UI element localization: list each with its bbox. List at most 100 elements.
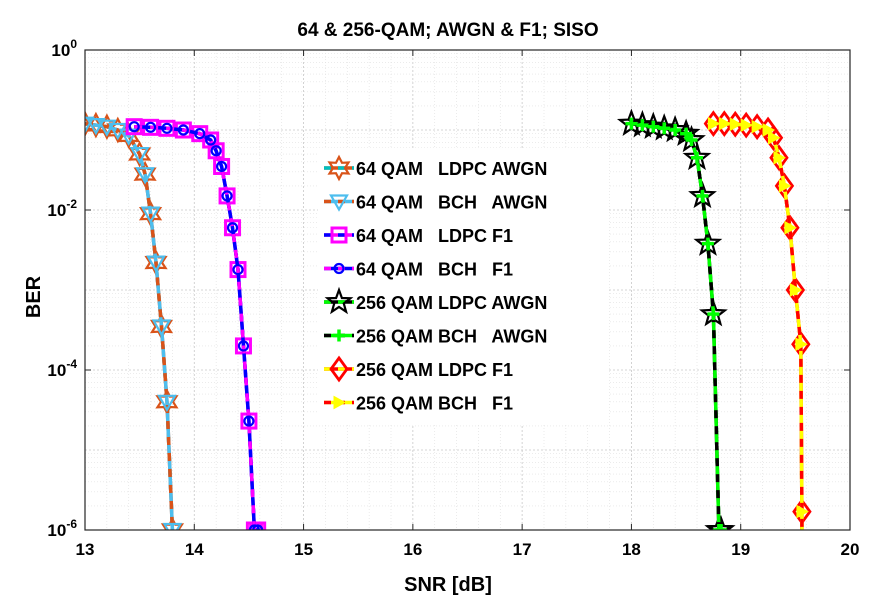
data-point — [691, 151, 703, 164]
data-point — [226, 222, 239, 234]
data-point — [685, 133, 698, 146]
data-point — [796, 504, 809, 519]
legend-item: 64 QAM BCH F1 — [324, 260, 513, 280]
data-point — [146, 255, 166, 273]
data-point — [330, 226, 348, 244]
data-point — [205, 134, 217, 146]
data-point — [202, 131, 220, 149]
series-line-dash — [85, 121, 175, 530]
data-point — [221, 190, 233, 202]
data-point — [129, 146, 150, 165]
data-point — [207, 142, 225, 160]
data-point — [128, 140, 152, 168]
legend-label: 256 QAM BCH F1 — [356, 394, 513, 414]
plot-frame — [84, 49, 851, 531]
data-point — [712, 524, 725, 530]
data-point — [160, 516, 185, 530]
data-point — [86, 118, 106, 136]
legend-label: 64 QAM BCH F1 — [356, 260, 513, 280]
data-point — [707, 116, 721, 131]
data-point — [118, 128, 139, 146]
data-point — [151, 319, 172, 337]
data-point — [252, 524, 264, 530]
x-tick-label: 18 — [622, 540, 641, 559]
data-point — [707, 308, 720, 321]
data-point — [128, 121, 140, 133]
data-point — [706, 514, 736, 530]
series-3 — [128, 121, 264, 530]
data-point — [327, 154, 351, 182]
series-5 — [625, 117, 728, 530]
tick-labels: 13 14 15 16 17 18 19 20 100 10-2 10-4 10-6 — [47, 37, 859, 559]
series-1 — [85, 116, 183, 530]
data-point — [333, 395, 347, 410]
legend: 64 QAM LDPC AWGN 64 QAM BCH AWGN 64 QAM LD… — [318, 148, 608, 424]
x-tick-label: 14 — [185, 540, 204, 559]
data-point — [636, 119, 649, 132]
data-point — [237, 340, 250, 352]
x-tick-label: 15 — [294, 540, 313, 559]
legend-label: 64 QAM LDPC F1 — [356, 226, 513, 246]
data-point — [751, 119, 765, 134]
series-7 — [707, 116, 809, 530]
x-tick-label: 16 — [403, 540, 422, 559]
data-point — [140, 206, 161, 224]
data-point — [162, 522, 183, 530]
data-point — [625, 117, 638, 130]
legend-item: 64 QAM LDPC AWGN — [324, 154, 547, 182]
data-point — [333, 262, 345, 275]
legend-label: 64 QAM LDPC AWGN — [356, 159, 547, 179]
data-point — [177, 124, 189, 136]
y-tick-label: 100 — [51, 37, 77, 60]
data-point — [680, 127, 693, 140]
legend-item: 64 QAM LDPC F1 — [324, 226, 513, 246]
data-point — [768, 130, 781, 145]
data-point — [795, 337, 808, 352]
data-point — [232, 263, 244, 276]
data-point — [157, 394, 177, 413]
y-axis-label: BER — [23, 275, 45, 318]
data-point — [135, 167, 156, 185]
data-point — [778, 179, 792, 193]
data-point — [210, 145, 222, 157]
data-point — [718, 116, 732, 131]
data-point — [216, 160, 228, 173]
data-point — [701, 237, 714, 250]
y-tick-label: 10-4 — [47, 357, 77, 380]
data-point — [715, 524, 728, 530]
data-point — [329, 355, 349, 383]
data-point — [85, 116, 95, 134]
legend-item: 256 QAM LDPC AWGN — [324, 286, 547, 315]
data-point — [243, 415, 255, 427]
x-tick-label: 17 — [513, 540, 532, 559]
legend-label: 64 QAM BCH AWGN — [356, 193, 547, 213]
data-point — [647, 120, 660, 133]
grid — [84, 49, 851, 531]
data-point — [333, 329, 345, 342]
data-point — [740, 118, 754, 132]
data-point — [669, 124, 682, 136]
legend-item: 256 QAM BCH AWGN — [324, 327, 547, 347]
series-layer — [85, 108, 812, 530]
legend-item: 256 QAM LDPC F1 — [324, 355, 513, 383]
y-tick-label: 10-6 — [47, 517, 77, 540]
data-point — [729, 117, 743, 132]
data-point — [329, 194, 349, 212]
legend-item: 256 QAM BCH F1 — [324, 394, 513, 414]
legend-item: 64 QAM BCH AWGN — [324, 193, 547, 213]
data-point — [658, 122, 671, 135]
x-tick-label: 19 — [731, 540, 750, 559]
x-tick-label: 20 — [841, 540, 860, 559]
data-point — [194, 128, 206, 140]
data-point — [161, 122, 173, 134]
legend-label: 256 QAM LDPC AWGN — [356, 293, 547, 313]
data-point — [249, 521, 267, 530]
data-point — [144, 121, 157, 133]
data-point — [696, 189, 709, 202]
x-tick-label: 13 — [76, 540, 95, 559]
data-point — [324, 286, 354, 315]
data-point — [789, 283, 803, 297]
legend-label: 256 QAM LDPC F1 — [356, 360, 513, 380]
chart-title: 64 & 256-QAM; AWGN & F1; SISO — [297, 20, 598, 41]
